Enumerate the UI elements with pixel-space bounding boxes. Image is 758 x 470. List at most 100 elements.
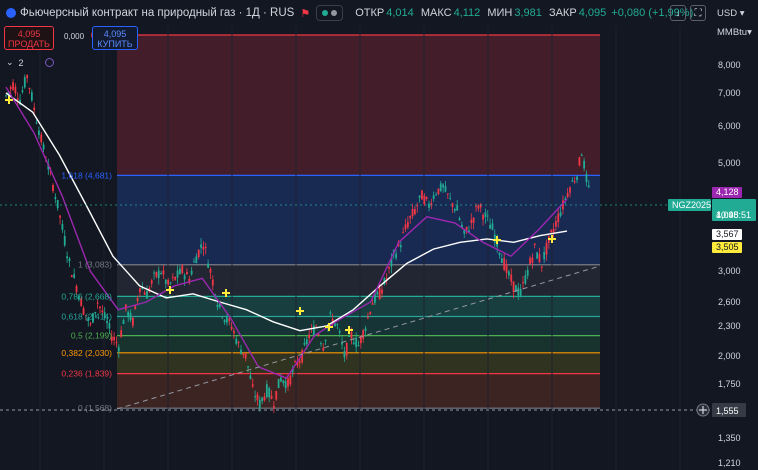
candle-body xyxy=(388,266,390,269)
candle-body xyxy=(89,323,92,325)
candle-body xyxy=(261,397,264,402)
candle-body xyxy=(482,214,484,220)
candle-body xyxy=(115,342,118,344)
arrow-down-icon[interactable]: ↓ xyxy=(670,5,686,21)
fib-zone xyxy=(117,35,600,176)
candle-body xyxy=(242,353,245,356)
candle-body xyxy=(442,184,444,188)
candle-body xyxy=(432,195,435,199)
sell-button[interactable]: 4,095 ПРОДАТЬ xyxy=(4,26,54,50)
spread-value: 0,000 xyxy=(64,32,85,41)
candle-body xyxy=(446,193,449,195)
buy-price: 4,095 xyxy=(103,29,127,39)
candle-body xyxy=(277,379,280,388)
candle-body xyxy=(82,308,85,315)
candle-body xyxy=(291,369,294,373)
candle-body xyxy=(56,199,59,209)
candle-body xyxy=(134,305,137,309)
candle-body xyxy=(357,345,360,347)
candle-body xyxy=(153,272,155,274)
fib-level-label: 0,786 (2,668) xyxy=(61,291,112,301)
candle-body xyxy=(486,215,489,217)
candle-body xyxy=(477,205,480,209)
plus-icon xyxy=(699,406,707,414)
candle-body xyxy=(85,315,87,317)
flag-icon[interactable]: ⚑ xyxy=(300,7,311,20)
legend-toggle[interactable]: ⌄ 2 xyxy=(6,57,54,68)
fib-level-label: 1,618 (4,681) xyxy=(61,170,112,180)
candle-body xyxy=(484,212,487,218)
indicator-icon[interactable] xyxy=(44,58,54,67)
candle-body xyxy=(244,353,247,359)
candle-body xyxy=(223,319,226,323)
candle-body xyxy=(268,388,271,398)
candle-body xyxy=(362,330,365,339)
candle-body xyxy=(437,188,440,195)
candle-body xyxy=(390,257,393,267)
currency-select[interactable]: USD ▾ xyxy=(717,7,745,19)
candle-body xyxy=(101,310,104,313)
candle-body xyxy=(68,258,71,262)
candle-body xyxy=(237,341,240,344)
candle-body xyxy=(171,276,174,278)
change-value: +0,080 (+1,99%) xyxy=(611,7,694,19)
candle-body xyxy=(555,221,557,227)
candle-body xyxy=(421,190,423,200)
market-status-pill[interactable] xyxy=(316,5,344,21)
symbol-title[interactable]: Фьючерсный контракт на природный газ · 1… xyxy=(20,7,295,19)
candle-body xyxy=(183,275,186,280)
candle-body xyxy=(204,246,207,249)
trend-line xyxy=(116,265,601,410)
candle-body xyxy=(355,337,358,348)
candle-body xyxy=(167,280,170,285)
candle-body xyxy=(345,342,348,356)
buy-button[interactable]: 4,095 КУПИТЬ xyxy=(92,26,138,50)
candle-body xyxy=(12,82,14,90)
cross-marker-icon xyxy=(296,307,304,315)
candle-body xyxy=(562,200,564,210)
fib-level-label: 0,5 (2,199) xyxy=(71,331,112,341)
candle-body xyxy=(117,347,120,352)
fib-zone xyxy=(117,175,600,265)
candle-body xyxy=(275,390,278,400)
fib-level-label: 1 (3,083) xyxy=(78,260,112,270)
candle-body xyxy=(531,257,534,264)
candle-body xyxy=(529,258,531,264)
price-axis-tick: 5,000 xyxy=(718,158,741,168)
candle-body xyxy=(404,224,407,230)
candle-body xyxy=(489,224,491,229)
candle-body xyxy=(120,330,123,337)
unit-select[interactable]: MMBtu▾ xyxy=(717,27,752,38)
candle-body xyxy=(188,278,191,283)
candle-body xyxy=(190,270,193,275)
candle-body xyxy=(186,271,188,275)
candle-body xyxy=(519,288,522,296)
fib-level-label: 0,382 (2,030) xyxy=(61,348,112,358)
candle-body xyxy=(463,229,466,234)
candle-body xyxy=(383,277,386,285)
candle-body xyxy=(254,396,256,398)
ma-yellow-tag: 3,505 xyxy=(716,242,739,252)
candle-body xyxy=(352,342,355,345)
crosshair-price-tag: 1,555 xyxy=(716,406,739,416)
candle-body xyxy=(218,301,221,307)
fib-labels: 0,000 1,618 (4,681) 1 (3,083) 0,786 (2,668)… xyxy=(61,30,112,413)
candle-body xyxy=(296,360,299,366)
ohlc-value: 4,095 xyxy=(578,7,607,19)
candle-body xyxy=(132,317,134,326)
candle-body xyxy=(538,254,541,263)
candle-body xyxy=(99,306,101,309)
fullscreen-icon[interactable]: ⛶ xyxy=(690,5,706,21)
candle-body xyxy=(54,197,57,200)
candle-body xyxy=(181,265,184,274)
candle-body xyxy=(176,270,179,278)
candle-body xyxy=(587,185,590,187)
candle-body xyxy=(61,224,64,230)
candle-body xyxy=(70,275,73,278)
candle-body xyxy=(5,95,7,97)
candle-body xyxy=(230,326,233,330)
candle-body xyxy=(301,350,303,363)
ma-white-tag-bg xyxy=(712,229,742,240)
candle-body xyxy=(341,342,343,345)
